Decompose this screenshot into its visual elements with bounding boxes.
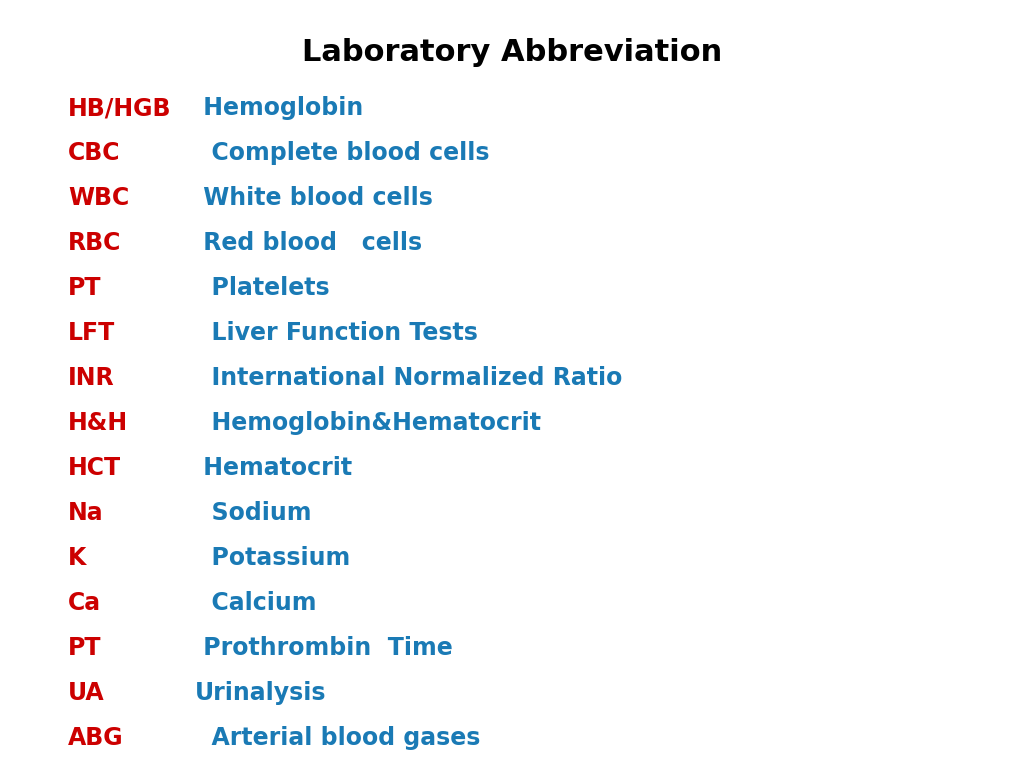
Text: HB/HGB: HB/HGB: [68, 96, 171, 120]
Text: Calcium: Calcium: [195, 591, 316, 615]
Text: Potassium: Potassium: [195, 546, 350, 570]
Text: Red blood   cells: Red blood cells: [195, 231, 422, 255]
Text: CBC: CBC: [68, 141, 121, 165]
Text: White blood cells: White blood cells: [195, 186, 433, 210]
Text: International Normalized Ratio: International Normalized Ratio: [195, 366, 623, 390]
Text: K: K: [68, 546, 86, 570]
Text: HCT: HCT: [68, 456, 121, 480]
Text: Ca: Ca: [68, 591, 101, 615]
Text: Laboratory Abbreviation: Laboratory Abbreviation: [302, 38, 722, 67]
Text: Urinalysis: Urinalysis: [195, 681, 327, 705]
Text: Na: Na: [68, 501, 103, 525]
Text: Hemoglobin&Hematocrit: Hemoglobin&Hematocrit: [195, 411, 541, 435]
Text: UA: UA: [68, 681, 104, 705]
Text: Platelets: Platelets: [195, 276, 330, 300]
Text: H&H: H&H: [68, 411, 128, 435]
Text: Hematocrit: Hematocrit: [195, 456, 352, 480]
Text: Sodium: Sodium: [195, 501, 311, 525]
Text: WBC: WBC: [68, 186, 129, 210]
Text: Hemoglobin: Hemoglobin: [195, 96, 364, 120]
Text: Liver Function Tests: Liver Function Tests: [195, 321, 478, 345]
Text: LFT: LFT: [68, 321, 116, 345]
Text: Complete blood cells: Complete blood cells: [195, 141, 489, 165]
Text: ABG: ABG: [68, 726, 124, 750]
Text: PT: PT: [68, 276, 101, 300]
Text: RBC: RBC: [68, 231, 122, 255]
Text: Prothrombin  Time: Prothrombin Time: [195, 636, 453, 660]
Text: INR: INR: [68, 366, 115, 390]
Text: Arterial blood gases: Arterial blood gases: [195, 726, 480, 750]
Text: PT: PT: [68, 636, 101, 660]
